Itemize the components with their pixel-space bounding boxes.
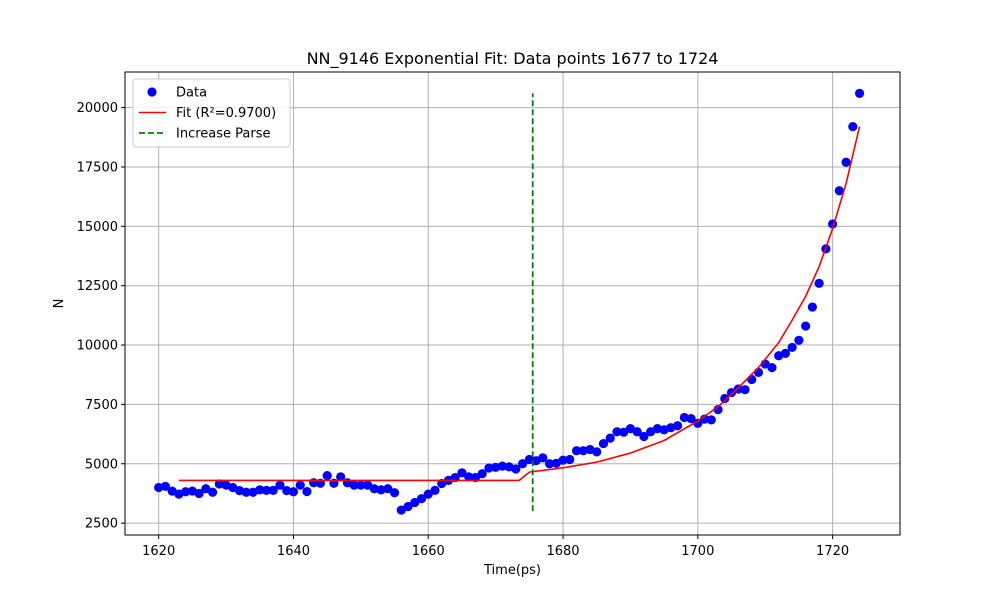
data-point <box>416 494 427 504</box>
data-point <box>268 485 278 495</box>
x-tick-label: 1720 <box>816 544 849 559</box>
grid-lines <box>125 72 900 535</box>
data-point <box>733 384 743 394</box>
data-point <box>275 480 285 490</box>
legend-label: Data <box>176 86 207 101</box>
data-point <box>288 487 299 497</box>
data-point <box>160 481 171 491</box>
data-point <box>477 469 487 479</box>
data-point <box>241 487 251 497</box>
data-point <box>194 488 204 499</box>
y-tick-label: 10000 <box>77 339 118 354</box>
y-tick-label: 7500 <box>85 398 118 413</box>
data-point <box>356 480 366 490</box>
data-point <box>302 486 312 497</box>
data-point <box>363 480 373 490</box>
data-point <box>726 387 737 398</box>
data-point <box>295 480 305 490</box>
data-point <box>423 489 433 499</box>
data-point <box>693 418 703 429</box>
data-point <box>780 348 791 358</box>
data-point <box>753 367 764 377</box>
data-point <box>807 302 817 312</box>
data-point <box>255 485 265 495</box>
data-point <box>544 459 555 469</box>
data-point <box>801 321 811 331</box>
data-point <box>349 480 359 490</box>
data-point <box>558 455 568 465</box>
data-point <box>699 414 710 424</box>
fit-line <box>178 126 861 482</box>
y-tick-label: 5000 <box>85 457 118 472</box>
data-point <box>814 278 824 288</box>
data-point <box>834 186 844 196</box>
x-tick-label: 1660 <box>412 544 445 559</box>
data-point <box>619 427 629 437</box>
data-point <box>794 335 804 345</box>
data-point <box>747 374 757 385</box>
data-point <box>598 438 609 449</box>
data-point <box>484 463 494 473</box>
axis-ticks: 1620 1640 1660 1680 1700 1720 2500 5000 7500 1000… <box>77 101 850 559</box>
data-point <box>497 461 507 471</box>
data-point <box>632 427 642 437</box>
data-point <box>706 415 716 425</box>
series-layer <box>154 88 865 515</box>
data-point <box>383 484 393 494</box>
data-point <box>673 421 683 431</box>
data-point <box>396 505 406 515</box>
data-point <box>457 468 467 478</box>
data-point <box>336 472 346 482</box>
data-point <box>538 453 548 463</box>
data-point <box>261 485 272 495</box>
data-point <box>767 363 777 373</box>
data-point <box>181 487 191 497</box>
data-points <box>154 88 865 515</box>
y-tick-label: 12500 <box>77 279 118 294</box>
y-tick-label: 2500 <box>85 517 118 532</box>
chart-title: NN_9146 Exponential Fit: Data points 167… <box>307 49 719 69</box>
y-tick-label: 15000 <box>77 220 118 235</box>
data-point <box>201 484 211 494</box>
data-point <box>322 471 332 481</box>
legend-label: Increase Parse <box>176 127 271 142</box>
data-point <box>841 157 851 167</box>
data-point <box>389 488 400 498</box>
legend: Data Fit (R²=0.9700) Increase Parse <box>132 78 291 148</box>
y-tick-label: 20000 <box>77 101 118 116</box>
data-point <box>787 342 797 353</box>
data-point <box>854 88 865 98</box>
legend-swatch-data <box>147 87 157 97</box>
data-point <box>571 446 582 456</box>
data-point <box>403 501 413 512</box>
data-point <box>464 472 474 482</box>
data-point <box>410 497 420 508</box>
legend-box <box>132 78 291 148</box>
data-point <box>713 405 723 415</box>
data-point <box>612 427 622 437</box>
data-point <box>848 122 858 132</box>
data-point <box>592 447 602 457</box>
data-point <box>208 487 218 497</box>
x-tick-label: 1620 <box>142 544 175 559</box>
data-point <box>518 459 528 469</box>
legend-label: Fit (R²=0.9700) <box>176 106 276 121</box>
data-point <box>639 431 649 442</box>
x-tick-label: 1700 <box>681 544 714 559</box>
x-axis-label: Time(ps) <box>483 563 541 578</box>
data-point <box>565 454 575 465</box>
data-point <box>430 485 440 495</box>
data-point <box>511 464 521 474</box>
x-tick-label: 1640 <box>277 544 310 559</box>
data-point <box>686 414 696 424</box>
data-point <box>720 393 730 404</box>
x-tick-label: 1680 <box>546 544 579 559</box>
plot-frame <box>124 71 901 536</box>
data-point <box>740 385 750 395</box>
data-point <box>605 433 615 443</box>
y-tick-label: 17500 <box>77 160 118 175</box>
y-axis-label: N <box>52 299 67 309</box>
